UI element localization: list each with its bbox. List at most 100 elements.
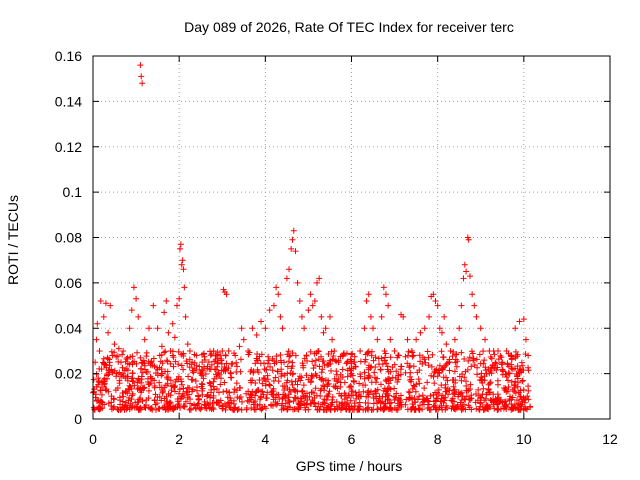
data-point — [431, 369, 438, 376]
data-point — [250, 399, 257, 406]
data-point — [253, 332, 260, 339]
data-point — [306, 393, 313, 400]
data-point — [312, 362, 319, 369]
data-point — [492, 395, 499, 402]
data-point — [275, 291, 282, 298]
data-point — [389, 364, 396, 371]
y-tick-label: 0.16 — [55, 48, 82, 64]
data-point — [452, 377, 459, 384]
data-point — [377, 399, 384, 406]
data-point — [311, 298, 318, 305]
data-point — [433, 397, 440, 404]
data-point — [281, 383, 288, 390]
data-point — [256, 377, 263, 384]
data-point — [208, 361, 215, 368]
data-point — [438, 382, 445, 389]
data-point — [426, 313, 433, 320]
data-point — [279, 394, 286, 401]
data-point — [286, 353, 293, 360]
data-point — [185, 373, 192, 380]
data-point — [527, 404, 534, 411]
data-point — [344, 399, 351, 406]
data-point — [265, 357, 272, 364]
data-point — [125, 397, 132, 404]
data-point — [458, 389, 465, 396]
data-point — [176, 386, 183, 393]
data-point — [146, 381, 153, 388]
data-point — [420, 396, 427, 403]
data-point — [100, 378, 107, 385]
data-point — [103, 386, 110, 393]
data-point — [266, 381, 273, 388]
data-point — [356, 380, 363, 387]
data-point — [321, 362, 328, 369]
data-point — [103, 364, 110, 371]
data-point — [243, 404, 250, 411]
data-point — [453, 405, 460, 412]
data-point — [388, 399, 395, 406]
data-point — [519, 378, 526, 385]
data-point — [234, 394, 241, 401]
data-point — [428, 363, 435, 370]
data-point — [522, 351, 529, 358]
data-point — [235, 405, 242, 412]
data-point — [448, 397, 455, 404]
data-point — [163, 393, 170, 400]
data-point — [479, 404, 486, 411]
data-point — [259, 380, 266, 387]
data-point — [345, 392, 352, 399]
data-point — [170, 363, 177, 370]
data-point — [473, 313, 480, 320]
data-point — [467, 385, 474, 392]
data-point — [485, 386, 492, 393]
data-point — [382, 350, 389, 357]
data-point — [509, 366, 516, 373]
data-point — [182, 313, 189, 320]
data-point — [128, 307, 135, 314]
data-point — [101, 375, 108, 382]
data-point — [370, 400, 377, 407]
data-point — [463, 378, 470, 385]
data-point — [362, 351, 369, 358]
data-point — [124, 354, 131, 361]
data-point — [453, 363, 460, 370]
data-point — [348, 388, 355, 395]
data-point — [186, 347, 193, 354]
data-point — [167, 360, 174, 367]
data-point — [494, 347, 501, 354]
data-point — [495, 356, 502, 363]
data-point — [333, 371, 340, 378]
data-point — [177, 404, 184, 411]
data-point — [503, 405, 510, 412]
data-point — [338, 392, 345, 399]
data-point — [499, 366, 506, 373]
data-point — [110, 404, 117, 411]
data-point — [468, 363, 475, 370]
data-point — [234, 406, 241, 413]
data-point — [325, 351, 332, 358]
data-point — [394, 378, 401, 385]
data-point — [275, 391, 282, 398]
data-point — [430, 403, 437, 410]
data-point — [370, 357, 377, 364]
data-point — [405, 388, 412, 395]
data-point — [295, 375, 302, 382]
data-point — [378, 355, 385, 362]
data-point — [392, 394, 399, 401]
data-point — [476, 351, 483, 358]
data-point — [258, 351, 265, 358]
data-point — [245, 347, 252, 354]
data-point — [525, 396, 532, 403]
data-point — [333, 377, 340, 384]
data-point — [150, 355, 157, 362]
data-point — [377, 366, 384, 373]
data-point — [147, 405, 154, 412]
data-point — [364, 405, 371, 412]
x-axis-label: GPS time / hours — [296, 458, 403, 474]
data-point — [178, 351, 185, 358]
data-point — [103, 372, 110, 379]
x-tick-label: 10 — [516, 431, 532, 447]
data-point — [227, 394, 234, 401]
data-point — [152, 370, 159, 377]
data-point — [311, 400, 318, 407]
